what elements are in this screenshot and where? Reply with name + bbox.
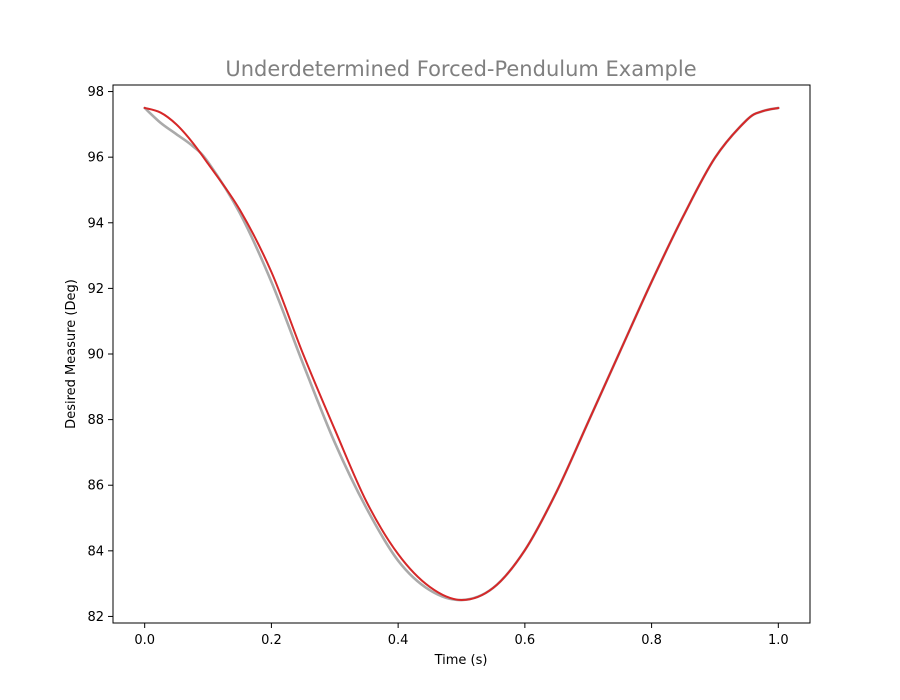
x-tick-label: 0.2 — [261, 633, 282, 648]
chart-title: Underdetermined Forced-Pendulum Example — [225, 57, 696, 81]
plot-frame — [112, 84, 811, 624]
ticks-layer: 0.0 0.2 0.4 0.6 0.8 1.0 82 84 86 88 90 92 94 96 98 — [87, 85, 788, 648]
x-tick-label: 0.8 — [641, 633, 662, 648]
x-tick-label: 0.0 — [134, 633, 155, 648]
y-tick-label: 84 — [87, 544, 104, 559]
y-tick-label: 96 — [87, 151, 104, 166]
series-line-1 — [143, 106, 780, 602]
x-tick-label: 0.4 — [388, 633, 409, 648]
series-layer — [143, 106, 780, 602]
x-tick-label: 1.0 — [768, 633, 789, 648]
y-axis-label: Desired Measure (Deg) — [64, 279, 79, 429]
x-tick-label: 0.6 — [515, 633, 536, 648]
y-tick-label: 94 — [87, 216, 104, 231]
y-tick-label: 86 — [87, 479, 104, 494]
x-axis-label: Time (s) — [434, 653, 488, 668]
y-tick-label: 90 — [87, 348, 104, 363]
y-tick-label: 98 — [87, 85, 104, 100]
y-tick-label: 88 — [87, 413, 104, 428]
series-line-2 — [143, 106, 780, 602]
y-tick-label: 82 — [87, 610, 104, 625]
y-tick-label: 92 — [87, 282, 104, 297]
